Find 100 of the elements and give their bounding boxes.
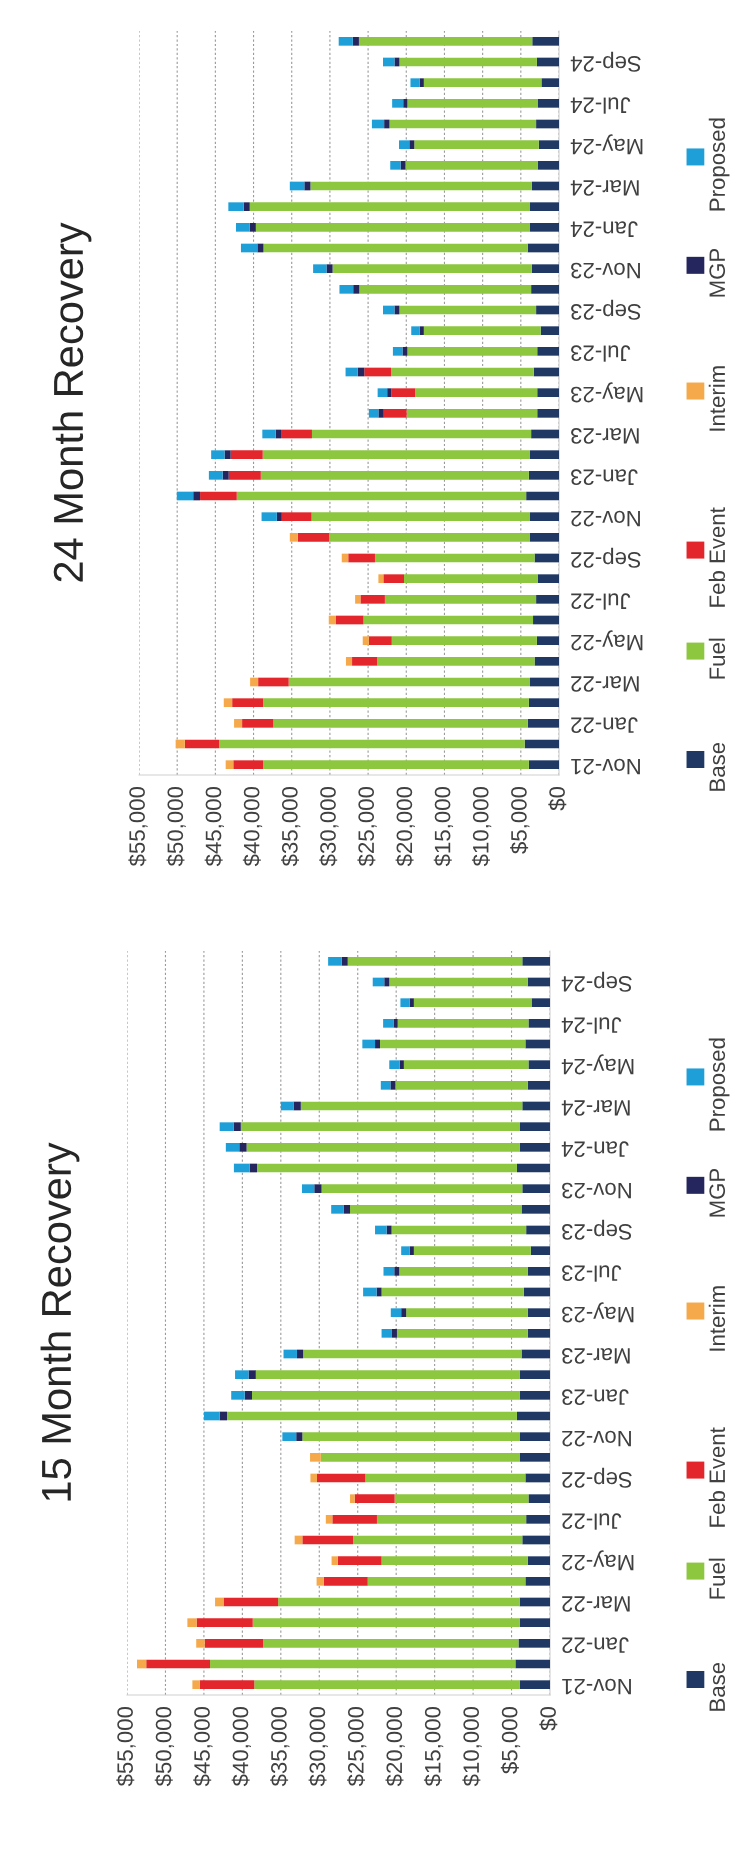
bar bbox=[210, 1659, 516, 1669]
bar bbox=[390, 1080, 396, 1090]
bar bbox=[525, 1039, 550, 1049]
bar bbox=[521, 1349, 550, 1359]
bar bbox=[411, 326, 420, 336]
bar bbox=[527, 1080, 550, 1090]
bar bbox=[280, 1101, 294, 1111]
bar bbox=[387, 388, 392, 398]
x-tick-label: $50,000 bbox=[154, 1706, 175, 1787]
x-tick-label: $5,000 bbox=[510, 786, 530, 854]
y-tick-label: Jul-24 bbox=[561, 1017, 622, 1034]
bar bbox=[359, 284, 532, 294]
bar bbox=[282, 1432, 297, 1442]
bar bbox=[394, 1494, 529, 1504]
bar bbox=[530, 1246, 550, 1256]
bar bbox=[311, 512, 530, 522]
bar bbox=[524, 739, 559, 749]
x-tick-label: $40,000 bbox=[242, 786, 263, 867]
bar bbox=[531, 264, 559, 274]
bar bbox=[528, 470, 559, 480]
bar bbox=[255, 1370, 520, 1380]
bar bbox=[258, 677, 289, 687]
x-tick-label: $0 bbox=[539, 1706, 558, 1731]
bar bbox=[407, 98, 538, 108]
bar bbox=[331, 1556, 338, 1566]
text: 15 Month Recovery bbox=[40, 1142, 80, 1501]
bar bbox=[263, 760, 529, 770]
bar bbox=[368, 408, 379, 418]
bar bbox=[381, 1556, 528, 1566]
bar bbox=[520, 1452, 550, 1462]
bar bbox=[383, 408, 407, 418]
bar bbox=[529, 532, 559, 542]
bar bbox=[526, 1225, 550, 1235]
bar bbox=[521, 1204, 550, 1214]
bar bbox=[423, 326, 541, 336]
bar bbox=[527, 1556, 550, 1566]
bar bbox=[323, 1576, 368, 1586]
bar bbox=[516, 1411, 550, 1421]
bar bbox=[184, 739, 220, 749]
bar bbox=[310, 1452, 321, 1462]
bar bbox=[228, 202, 244, 212]
bar bbox=[235, 222, 250, 232]
bar bbox=[219, 1122, 234, 1132]
x-tick-label: $0 bbox=[548, 786, 567, 811]
bar bbox=[528, 1494, 550, 1504]
bar bbox=[526, 1514, 550, 1524]
y-tick-label: Nov-23 bbox=[562, 1182, 631, 1199]
bar bbox=[289, 532, 298, 542]
bar bbox=[529, 512, 559, 522]
bar bbox=[392, 346, 403, 356]
bar bbox=[405, 160, 538, 170]
x-tick-label: $20,000 bbox=[395, 786, 415, 867]
bar bbox=[234, 718, 243, 728]
bar bbox=[401, 1246, 410, 1256]
bar bbox=[233, 1163, 250, 1173]
bar bbox=[329, 532, 530, 542]
legend-label: Feb Event bbox=[708, 507, 726, 607]
bar bbox=[301, 1184, 315, 1194]
bar bbox=[281, 429, 312, 439]
bar bbox=[406, 1308, 528, 1318]
bar bbox=[353, 284, 360, 294]
y-tick-label: May-23 bbox=[571, 382, 643, 403]
bar bbox=[531, 998, 550, 1008]
bar bbox=[515, 1659, 550, 1669]
bar bbox=[409, 998, 414, 1008]
bar bbox=[413, 998, 532, 1008]
legend-label: Base bbox=[709, 742, 726, 791]
bar bbox=[419, 78, 424, 88]
bar bbox=[263, 1638, 519, 1648]
bar bbox=[310, 1473, 317, 1483]
bar bbox=[531, 181, 559, 191]
bar bbox=[233, 760, 264, 770]
bar bbox=[199, 1680, 255, 1690]
bar bbox=[528, 1018, 550, 1028]
bar bbox=[328, 956, 342, 966]
bar bbox=[377, 388, 388, 398]
bar bbox=[146, 1659, 211, 1669]
bar bbox=[325, 1514, 333, 1524]
y-tick-label: Sep-22 bbox=[571, 547, 641, 568]
x-tick-label: $35,000 bbox=[270, 1706, 290, 1787]
bar bbox=[316, 1473, 366, 1483]
bar bbox=[381, 1328, 392, 1338]
y-tick-label: Mar-24 bbox=[570, 180, 639, 196]
bar bbox=[409, 140, 415, 150]
bar bbox=[529, 450, 559, 460]
bar bbox=[240, 1122, 521, 1132]
x-tick-label: $40,000 bbox=[231, 1706, 251, 1787]
bar bbox=[228, 470, 261, 480]
bar bbox=[232, 698, 264, 708]
bar bbox=[527, 1308, 550, 1318]
bar bbox=[413, 1246, 531, 1256]
bar bbox=[296, 1432, 303, 1442]
bar bbox=[242, 718, 274, 728]
bar bbox=[399, 305, 537, 315]
bar bbox=[244, 1390, 252, 1400]
bar bbox=[537, 574, 559, 584]
bar bbox=[231, 1390, 245, 1400]
bar bbox=[332, 264, 532, 274]
bar bbox=[531, 284, 559, 294]
bar bbox=[519, 1597, 550, 1607]
